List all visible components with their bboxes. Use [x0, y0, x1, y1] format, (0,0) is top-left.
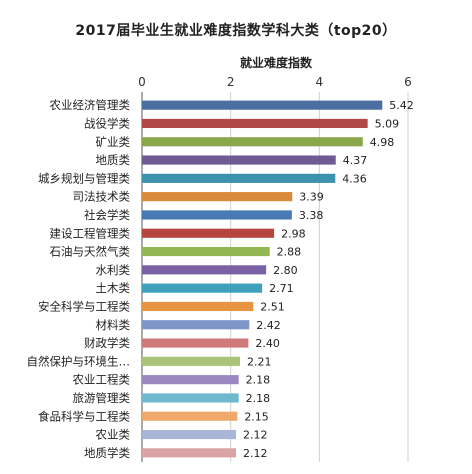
x-tick-label: 2: [227, 75, 235, 89]
category-label: 地质学类: [84, 446, 130, 460]
value-label: 2.12: [243, 429, 268, 442]
value-label: 2.80: [273, 264, 298, 277]
value-label: 2.18: [246, 392, 271, 405]
bar: [142, 192, 293, 202]
bar: [142, 448, 236, 458]
value-label: 2.15: [244, 410, 268, 423]
value-labels: 5.42 5.09 4.984.37 4.36 3.39 3.38 2.98 2.88 2.80…: [243, 99, 414, 460]
value-label: 2.98: [281, 227, 306, 240]
x-tick-label: 4: [316, 75, 324, 89]
bar: [142, 173, 336, 183]
category-labels: 农业经济管理类战役学类矿业类地质类城乡规划与管理类司法技术类社会学类建设工程管理…: [27, 98, 131, 460]
value-label: 5.09: [375, 117, 400, 130]
value-label: 2.88: [277, 246, 302, 259]
value-label: 2.18: [246, 374, 271, 387]
category-label: 农业类: [96, 428, 131, 442]
bar: [142, 210, 292, 220]
category-label: 矿业类: [96, 135, 131, 149]
value-label: 4.36: [342, 172, 367, 185]
category-label: 城乡规划与管理类: [38, 171, 130, 185]
category-label: 土木类: [96, 281, 131, 295]
value-label: 3.39: [299, 191, 324, 204]
category-label: 建设工程管理类: [50, 226, 131, 240]
chart-title: 2017届毕业生就业难度指数学科大类（top20）: [75, 23, 397, 39]
category-label: 材料类: [96, 318, 131, 332]
category-label: 地质类: [96, 153, 131, 167]
bar: [142, 375, 239, 385]
category-label: 司法技术类: [73, 190, 131, 204]
bar: [142, 393, 239, 403]
bar: [142, 265, 267, 275]
bar: [142, 411, 238, 421]
category-label: 食品科学与工程类: [38, 409, 130, 423]
category-label: 自然保护与环境生…: [27, 354, 131, 368]
bar: [142, 155, 336, 165]
bar: [142, 100, 383, 110]
axis-title: 就业难度指数: [239, 56, 312, 70]
category-label: 水利类: [96, 263, 131, 277]
bar: [142, 118, 368, 129]
category-label: 农业工程类: [73, 373, 131, 387]
category-label: 旅游管理类: [73, 391, 131, 405]
category-label: 石油与天然气类: [50, 245, 131, 259]
category-label: 农业经济管理类: [50, 98, 131, 112]
bar: [142, 283, 263, 293]
bars: [142, 100, 383, 458]
value-label: 2.51: [260, 300, 285, 313]
value-label: 2.12: [243, 447, 268, 460]
x-tick-label: 6: [404, 75, 412, 89]
bar: [142, 429, 236, 440]
bar: [142, 338, 249, 348]
category-label: 财政学类: [84, 336, 130, 350]
value-label: 2.21: [247, 355, 272, 368]
grid-layer: [141, 92, 409, 462]
value-label: 5.42: [389, 99, 414, 112]
category-label: 安全科学与工程类: [38, 299, 130, 313]
x-tick-label: 0: [138, 75, 146, 89]
value-label: 4.37: [343, 154, 368, 167]
value-label: 4.98: [370, 136, 395, 149]
bar: [142, 301, 254, 312]
bar: [142, 246, 270, 257]
bar: [142, 137, 363, 147]
bar: [142, 228, 275, 238]
value-label: 3.38: [299, 209, 324, 222]
x-tick-labels: 0 2 4 6: [138, 75, 412, 89]
bar: [142, 320, 250, 330]
bar: [142, 356, 240, 366]
value-label: 2.71: [269, 282, 294, 295]
category-label: 战役学类: [84, 116, 130, 130]
value-label: 2.42: [256, 319, 281, 332]
category-label: 社会学类: [84, 208, 130, 222]
value-label: 2.40: [255, 337, 280, 350]
